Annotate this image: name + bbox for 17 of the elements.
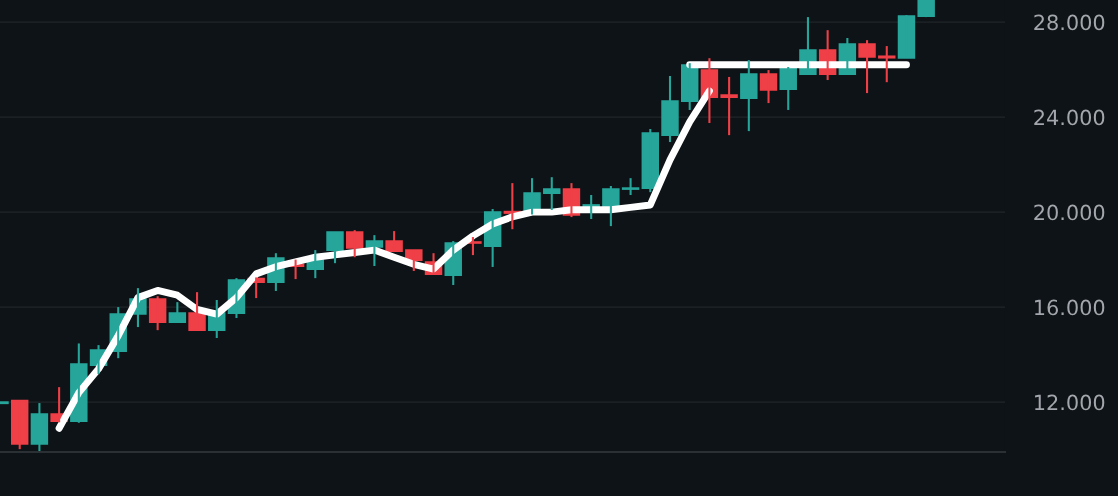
- y-tick-label: 24.000: [1034, 109, 1105, 126]
- y-tick-label: 16.000: [1035, 299, 1105, 316]
- candlestick: [720, 75, 738, 137]
- candlestick: [168, 301, 187, 325]
- candlestick: [543, 176, 561, 212]
- candlestick: [917, 0, 935, 19]
- candlestick: [858, 39, 876, 95]
- candlestick: [326, 231, 344, 265]
- candlestick: [740, 59, 758, 133]
- y-tick-label: 12.000: [1035, 394, 1105, 411]
- candlestick: [385, 230, 403, 253]
- candlestick: [897, 14, 916, 59]
- candlestick: [878, 45, 896, 84]
- candlestick: [661, 74, 679, 144]
- candlestick: [621, 177, 640, 197]
- y-tick-label: 28.000: [1034, 14, 1105, 31]
- y-tick-label: 20.000: [1034, 204, 1105, 221]
